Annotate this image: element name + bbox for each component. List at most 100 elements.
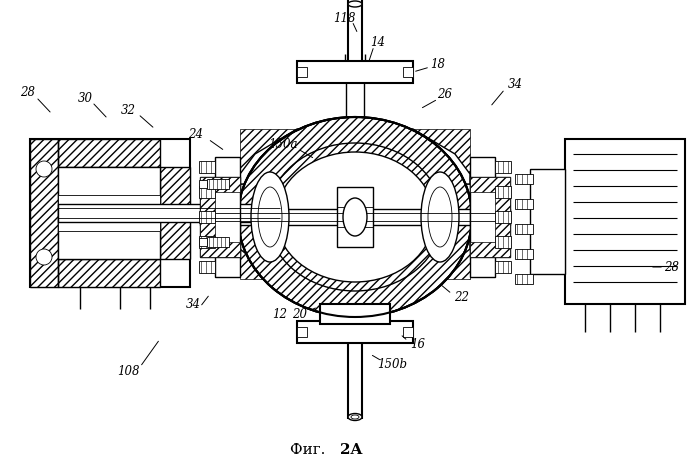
Bar [470,178,510,193]
Bar [470,158,495,277]
Bar [515,275,533,284]
Bar [200,243,240,257]
Bar [515,250,533,259]
Text: 24: 24 [189,128,203,141]
Bar [364,239,470,279]
Bar [515,225,533,234]
Bar [297,327,307,337]
Text: 118: 118 [333,12,355,25]
Text: 12: 12 [273,308,287,321]
Bar [495,212,511,224]
Text: 14: 14 [370,36,386,49]
Bar [364,130,470,185]
Text: 34: 34 [507,78,522,91]
Text: 28: 28 [665,261,679,274]
Bar [160,168,190,259]
Bar [215,158,240,277]
Bar [200,178,215,257]
Polygon shape [364,239,470,279]
Text: 34: 34 [185,298,201,311]
Circle shape [36,250,52,265]
Circle shape [36,162,52,178]
Bar [199,237,215,249]
Bar [199,181,207,188]
Bar [58,205,280,223]
Bar [58,212,160,232]
Bar [470,158,495,277]
Bar [58,140,160,168]
Text: 32: 32 [120,103,136,116]
Text: 30: 30 [78,91,92,104]
Bar [199,262,215,274]
Bar [200,210,355,225]
Ellipse shape [348,413,362,420]
Text: 18: 18 [431,58,445,71]
Bar [495,162,511,174]
Bar [515,175,533,185]
Bar [530,169,565,275]
Text: Фиг.: Фиг. [290,442,330,456]
Bar [495,262,511,274]
Text: 26: 26 [438,88,452,101]
Bar [297,321,413,343]
Bar [297,62,413,84]
Bar [240,130,346,185]
Bar [403,327,413,337]
Bar [199,162,215,174]
Bar [470,243,510,257]
Bar [297,68,307,78]
Bar [200,178,240,193]
Bar [207,180,229,189]
Text: 150a: 150a [268,138,298,151]
Text: 22: 22 [454,291,470,304]
Bar [495,178,510,257]
Polygon shape [240,130,346,185]
Text: 2A: 2A [340,442,362,456]
Bar [240,239,346,279]
Ellipse shape [276,153,434,282]
Bar [215,158,240,277]
Ellipse shape [238,118,472,317]
Bar [199,212,215,224]
Text: 108: 108 [117,365,139,378]
Bar [199,187,215,199]
Bar [58,140,160,168]
Ellipse shape [343,199,367,237]
Text: 20: 20 [292,308,308,321]
Polygon shape [240,239,346,279]
Bar [58,168,160,259]
Ellipse shape [258,188,282,247]
Text: 28: 28 [20,86,36,99]
Bar [58,195,160,216]
Ellipse shape [421,173,459,263]
Bar [215,158,240,277]
Bar [565,140,685,304]
Polygon shape [364,130,470,185]
Bar [470,178,510,257]
Bar [199,238,207,246]
Ellipse shape [351,415,359,419]
Bar [470,158,495,277]
Bar [200,178,240,257]
Bar [160,168,190,259]
Text: 16: 16 [410,338,426,351]
Bar [495,187,511,199]
Bar [30,140,190,288]
Bar [58,259,160,288]
Ellipse shape [348,2,362,8]
Bar [58,259,160,288]
Ellipse shape [251,173,289,263]
Bar [240,130,346,185]
Bar [403,68,413,78]
Bar [355,210,510,225]
Bar [337,188,373,247]
Bar [495,237,511,249]
Bar [30,140,58,288]
Bar [515,200,533,210]
Bar [30,140,58,288]
Bar [530,169,545,275]
Bar [320,304,390,324]
Text: 150b: 150b [377,358,407,371]
Ellipse shape [428,188,452,247]
Bar [207,238,229,247]
